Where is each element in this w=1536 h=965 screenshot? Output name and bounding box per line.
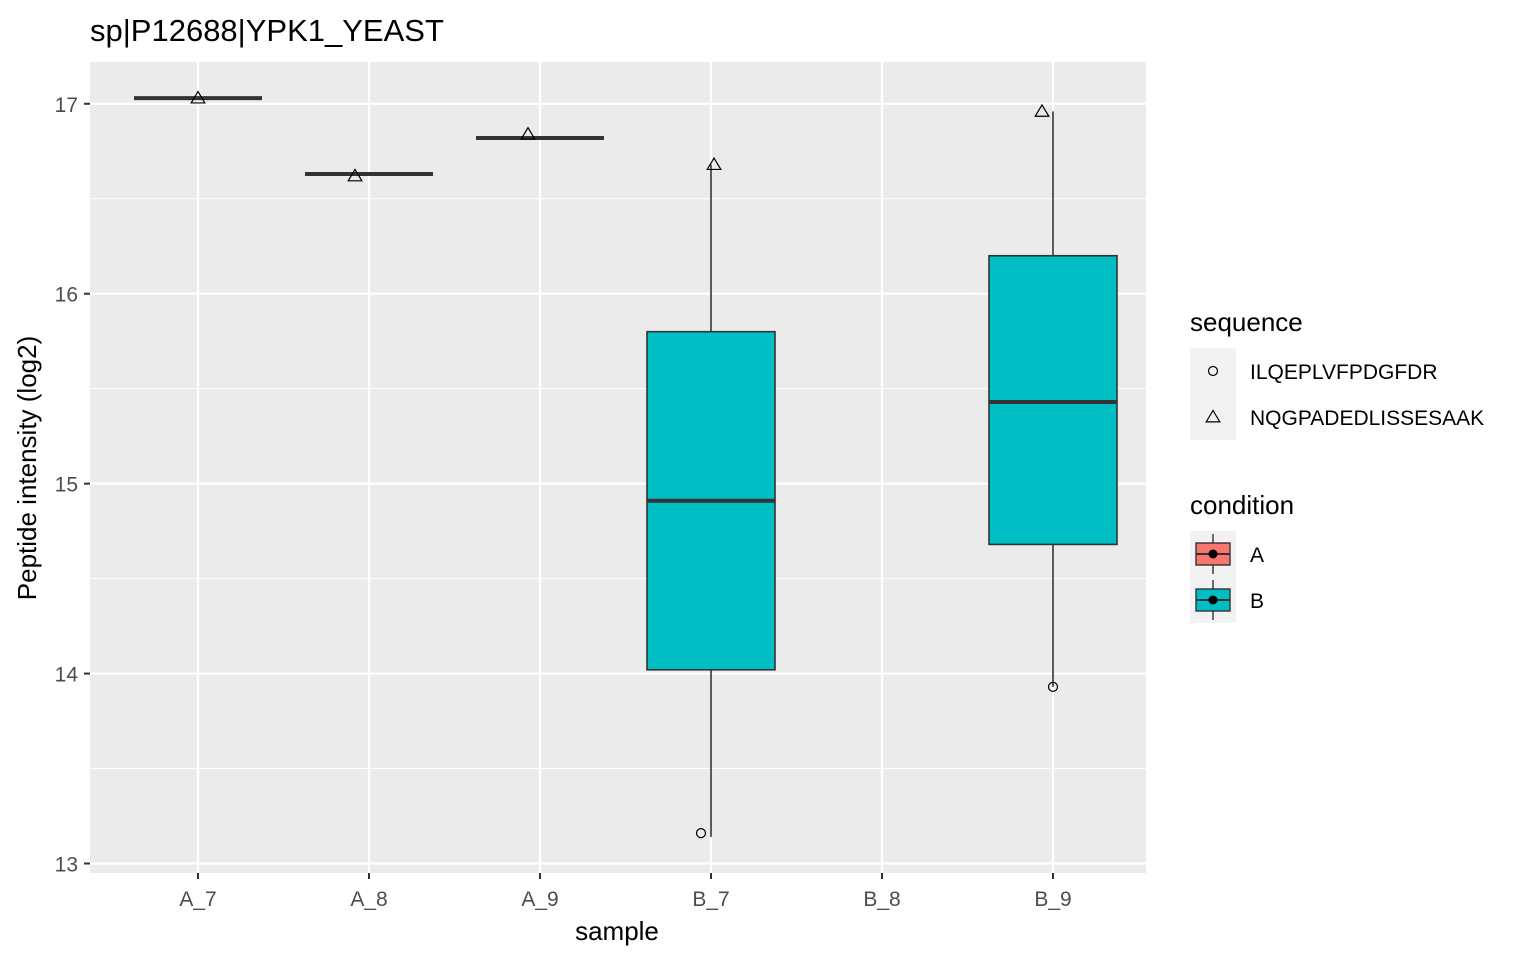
y-axis: 13 14 15 16 17 <box>55 94 90 877</box>
legend-label: B <box>1250 590 1264 613</box>
y-axis-label: Peptide intensity (log2) <box>12 336 42 600</box>
legend-symbol-triangle <box>1205 409 1221 423</box>
point-B_7-circle <box>695 828 707 839</box>
legend-label: ILQEPLVFPDGFDR <box>1250 361 1437 384</box>
y-tick-label: 17 <box>55 94 78 117</box>
grid-minor <box>90 198 1146 770</box>
x-axis-label: sample <box>575 916 659 946</box>
point-A_7-triangle <box>190 90 206 104</box>
y-tick-label: 15 <box>55 474 78 497</box>
x-tick-label: A_9 <box>521 888 558 911</box>
legend: sequence ILQEPLVFPDGFDR NQGPADEDLISSESAAK c… <box>1190 307 1484 623</box>
legend-dot <box>1208 595 1218 605</box>
legend-symbol-circle <box>1207 365 1219 377</box>
x-tick-label: B_8 <box>863 888 900 911</box>
legend-title-sequence: sequence <box>1190 307 1303 337</box>
x-tick-label: B_9 <box>1034 888 1071 911</box>
x-tick-label: B_7 <box>692 888 729 911</box>
boxes-layer <box>134 96 1118 837</box>
point-B_9-triangle <box>1034 103 1050 117</box>
y-tick-label: 14 <box>55 664 79 687</box>
point-A_9-triangle <box>520 126 536 140</box>
legend-label: NQGPADEDLISSESAAK <box>1250 407 1484 430</box>
legend-key <box>1190 348 1236 394</box>
legend-dot <box>1208 549 1218 559</box>
legend-label: A <box>1250 544 1264 567</box>
x-tick-label: A_7 <box>179 888 216 911</box>
point-A_8-triangle <box>347 168 363 182</box>
points-layer <box>190 90 1059 839</box>
y-tick-label: 13 <box>55 854 78 877</box>
point-B_9-circle <box>1047 681 1059 692</box>
x-axis: A_7 A_8 A_9 B_7 B_8 B_9 <box>179 873 1072 911</box>
point-B_7-triangle <box>706 156 722 171</box>
legend-title-condition: condition <box>1190 490 1294 520</box>
legend-key <box>1190 394 1236 440</box>
plot-panel <box>90 62 1146 873</box>
x-tick-label: A_8 <box>350 888 387 911</box>
y-tick-label: 16 <box>55 284 78 307</box>
chart-title: sp|P12688|YPK1_YEAST <box>90 13 444 48</box>
